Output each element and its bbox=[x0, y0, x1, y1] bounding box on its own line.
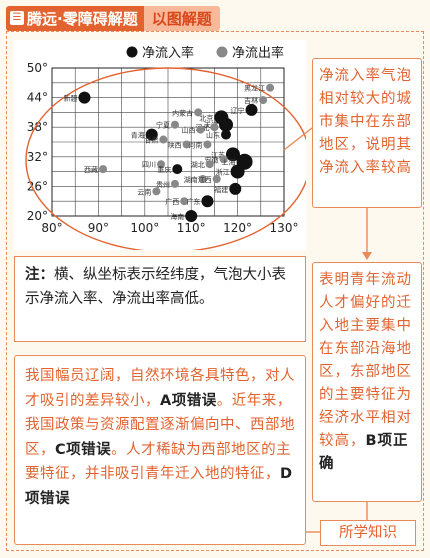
data-point bbox=[152, 187, 161, 196]
point-label: 内蒙古 bbox=[172, 108, 193, 117]
x-tick-label: 110° bbox=[177, 221, 206, 235]
point-label: 安徽 bbox=[205, 155, 219, 164]
analysis-t3: 。人才稀缺为西部地区的主要特征，并非吸引青年迁入地的特征， bbox=[25, 441, 292, 483]
data-point bbox=[210, 123, 219, 132]
knowledge-tag: 所学知识 bbox=[320, 520, 416, 546]
callout1-text: 净流入率气泡相对较大的城市集中在东部地区，说明其净流入率较高 bbox=[319, 68, 412, 176]
data-point bbox=[230, 164, 245, 179]
y-tick-label: 32° bbox=[27, 150, 48, 164]
header-banner: ☰ 腾远·零障碍解题 以图解题 bbox=[6, 5, 220, 31]
legend-marker bbox=[126, 46, 138, 58]
data-point bbox=[182, 140, 191, 149]
data-point bbox=[185, 210, 198, 222]
answer-b: B项正确 bbox=[319, 433, 409, 472]
legend-marker bbox=[216, 46, 228, 58]
callout-top-right: 净流入率气泡相对较大的城市集中在东部地区，说明其净流入率较高 bbox=[312, 58, 422, 208]
point-label: 福建 bbox=[214, 185, 228, 194]
x-tick-label: 90° bbox=[88, 221, 109, 235]
point-label: 西藏 bbox=[84, 165, 98, 174]
bubble-chart: 80° 90° 100° 110° 120° 130° 20° 26° 32° 38° 44° 50°… bbox=[14, 40, 311, 253]
data-point bbox=[196, 125, 205, 134]
data-point bbox=[159, 135, 168, 144]
point-label: 宁夏 bbox=[156, 121, 170, 130]
note-text: 横、纵坐标表示经纬度，气泡大小表示净流入率、净流出率高低。 bbox=[25, 267, 286, 307]
data-point bbox=[172, 164, 183, 175]
y-tick-label: 26° bbox=[27, 179, 48, 193]
x-tick-label: 80° bbox=[41, 221, 62, 235]
data-point bbox=[266, 83, 275, 92]
data-point bbox=[219, 155, 228, 164]
data-point bbox=[219, 117, 233, 132]
data-point bbox=[245, 103, 258, 116]
point-label: 湖北 bbox=[191, 160, 205, 169]
data-point bbox=[225, 147, 240, 162]
analysis-t1: 我国幅员辽阔，自然环境各具特色，对人才吸引的差异较小， bbox=[25, 368, 295, 409]
y-tick-label: 38° bbox=[27, 120, 48, 134]
point-label: 广东 bbox=[186, 197, 200, 206]
answer-a: A项错误 bbox=[160, 392, 217, 409]
point-label: 青海 bbox=[131, 131, 145, 140]
data-point bbox=[145, 128, 158, 141]
data-point bbox=[229, 182, 242, 195]
point-label: 辽宁 bbox=[231, 106, 245, 115]
data-point bbox=[170, 179, 179, 188]
point-label: 黑龙江 bbox=[244, 84, 265, 93]
y-tick-label: 44° bbox=[27, 91, 48, 105]
point-label: 浙江 bbox=[216, 168, 230, 177]
point-label: 上海 bbox=[222, 158, 236, 167]
chart-note: 注：横、纵坐标表示经纬度，气泡大小表示净流入率、净流出率高低。 bbox=[14, 256, 306, 342]
point-label: 湖南 bbox=[184, 175, 198, 184]
legend-label: 净流出率 bbox=[232, 45, 284, 61]
chart-svg: 80° 90° 100° 110° 120° 130° 20° 26° 32° 38° 44° 50°… bbox=[25, 45, 311, 253]
header-badge: ☰ 腾远·零障碍解题 bbox=[6, 5, 144, 31]
point-label: 陕西 bbox=[168, 140, 182, 149]
callout2-text: 表明青年流动人才偏好的迁入地主要集中在东部沿海地区，东部地区的主要特征为经济水平… bbox=[319, 272, 412, 449]
book-icon: ☰ bbox=[10, 11, 24, 25]
point-label: 山东 bbox=[206, 131, 220, 140]
answer-d: D项错误 bbox=[25, 466, 293, 507]
callout-conclusion: 表明青年流动人才偏好的迁入地主要集中在东部沿海地区，东部地区的主要特征为经济水平… bbox=[312, 262, 422, 502]
point-label: 北京 bbox=[199, 113, 213, 122]
point-label: 甘肃 bbox=[144, 136, 158, 145]
point-label: 江西 bbox=[198, 176, 212, 184]
point-label: 贵州 bbox=[156, 180, 170, 189]
data-point bbox=[99, 165, 108, 174]
data-point bbox=[201, 195, 214, 208]
point-label: 云南 bbox=[137, 187, 151, 196]
point-label: 新疆 bbox=[63, 94, 77, 103]
outer-dashed-frame bbox=[6, 31, 424, 551]
point-label: 江苏 bbox=[211, 150, 225, 159]
data-point bbox=[212, 175, 221, 183]
data-point bbox=[180, 197, 189, 206]
data-point bbox=[203, 140, 212, 149]
note-label: 注： bbox=[25, 267, 54, 283]
data-point bbox=[78, 91, 91, 104]
header-badge-text: 腾远·零障碍解题 bbox=[27, 9, 138, 28]
x-tick-label: 120° bbox=[223, 221, 252, 235]
point-label: 广西 bbox=[165, 197, 179, 206]
data-point bbox=[157, 160, 166, 169]
answer-c: C项错误 bbox=[55, 441, 112, 458]
data-point bbox=[198, 175, 207, 183]
data-point bbox=[259, 96, 268, 105]
analysis-panel: 我国幅员辽阔，自然环境各具特色，对人才吸引的差异较小，A项错误。近年来，我国政策… bbox=[14, 355, 306, 545]
data-point bbox=[221, 129, 231, 140]
y-tick-label: 20° bbox=[27, 209, 48, 223]
point-label: 四川 bbox=[142, 161, 156, 169]
point-label: 吉林 bbox=[244, 96, 258, 105]
legend-label: 净流入率 bbox=[142, 45, 194, 61]
x-tick-label: 100° bbox=[130, 221, 159, 235]
point-label: 河南 bbox=[188, 140, 202, 149]
data-point bbox=[205, 160, 214, 169]
analysis-t2: 。近年来，我国政策与资源配置逐渐偏向中、西部地区， bbox=[25, 392, 295, 458]
y-tick-label: 50° bbox=[27, 61, 48, 75]
point-label: 重庆 bbox=[157, 165, 171, 174]
data-point bbox=[194, 108, 203, 117]
point-label: 海南 bbox=[170, 212, 184, 221]
header-subtitle: 以图解题 bbox=[143, 5, 220, 31]
data-point bbox=[170, 120, 179, 129]
point-label: 山西 bbox=[181, 126, 195, 135]
x-tick-label: 130° bbox=[270, 221, 299, 235]
